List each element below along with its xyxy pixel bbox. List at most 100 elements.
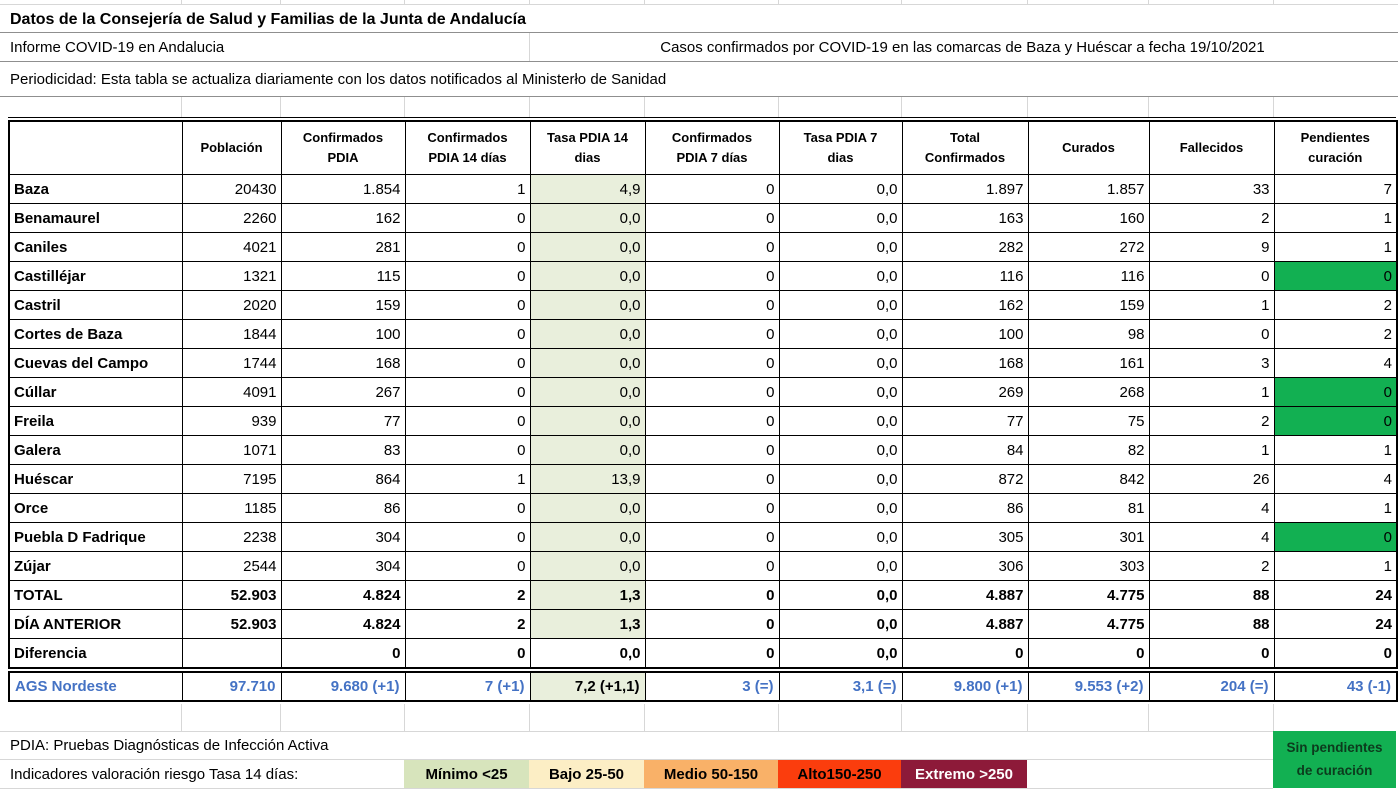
value-cell[interactable]: 4 bbox=[1148, 493, 1275, 523]
value-cell[interactable]: 2 bbox=[1148, 406, 1275, 436]
value-cell[interactable]: 0,0 bbox=[529, 203, 646, 233]
ags-value-cell[interactable]: 43 (-1) bbox=[1273, 671, 1398, 702]
ags-value-cell[interactable]: 3,1 (=) bbox=[778, 671, 903, 702]
row-name-cell[interactable]: Diferencia bbox=[8, 638, 183, 669]
value-cell[interactable]: 26 bbox=[1148, 464, 1275, 494]
value-cell[interactable]: 1 bbox=[1273, 435, 1398, 465]
row-name-cell[interactable]: DÍA ANTERIOR bbox=[8, 609, 183, 639]
ags-value-cell[interactable]: 7 (+1) bbox=[404, 671, 531, 702]
value-cell[interactable]: 0 bbox=[644, 406, 780, 436]
value-cell[interactable]: 1 bbox=[404, 464, 531, 494]
value-cell[interactable]: 0,0 bbox=[778, 348, 903, 378]
value-cell[interactable]: 0 bbox=[404, 638, 531, 669]
value-cell[interactable]: 305 bbox=[901, 522, 1029, 552]
value-cell[interactable]: 0 bbox=[1273, 377, 1398, 407]
value-cell[interactable]: 52.903 bbox=[181, 609, 282, 639]
value-cell[interactable]: 0,0 bbox=[529, 638, 646, 669]
value-cell[interactable]: 2 bbox=[1148, 551, 1275, 581]
value-cell[interactable]: 0 bbox=[280, 638, 406, 669]
value-cell[interactable]: 0,0 bbox=[778, 551, 903, 581]
value-cell[interactable]: 88 bbox=[1148, 580, 1275, 610]
value-cell[interactable]: 304 bbox=[280, 522, 406, 552]
ags-value-cell[interactable]: 3 (=) bbox=[644, 671, 780, 702]
value-cell[interactable]: 4091 bbox=[181, 377, 282, 407]
row-name-cell[interactable]: Benamaurel bbox=[8, 203, 183, 233]
value-cell[interactable]: 0 bbox=[404, 406, 531, 436]
value-cell[interactable]: 0 bbox=[644, 261, 780, 291]
value-cell[interactable]: 0 bbox=[404, 348, 531, 378]
value-cell[interactable]: 0 bbox=[404, 319, 531, 349]
value-cell[interactable]: 2238 bbox=[181, 522, 282, 552]
value-cell[interactable]: 0,0 bbox=[529, 493, 646, 523]
header-cell[interactable]: Curados bbox=[1027, 120, 1150, 175]
header-cell[interactable]: Fallecidos bbox=[1148, 120, 1275, 175]
value-cell[interactable]: 0,0 bbox=[778, 464, 903, 494]
row-name-cell[interactable]: Cuevas del Campo bbox=[8, 348, 183, 378]
value-cell[interactable]: 1185 bbox=[181, 493, 282, 523]
header-cell[interactable]: Tasa PDIA 14 dias bbox=[529, 120, 646, 175]
row-name-cell[interactable]: Castilléjar bbox=[8, 261, 183, 291]
value-cell[interactable]: 7 bbox=[1273, 174, 1398, 204]
value-cell[interactable]: 0 bbox=[1148, 261, 1275, 291]
ags-value-cell[interactable]: 97.710 bbox=[181, 671, 282, 702]
value-cell[interactable]: 0 bbox=[404, 290, 531, 320]
value-cell[interactable]: 4 bbox=[1273, 348, 1398, 378]
value-cell[interactable]: 0 bbox=[644, 580, 780, 610]
ags-value-cell[interactable]: 9.553 (+2) bbox=[1027, 671, 1150, 702]
value-cell[interactable]: 0,0 bbox=[778, 638, 903, 669]
value-cell[interactable]: 2260 bbox=[181, 203, 282, 233]
value-cell[interactable]: 0 bbox=[644, 493, 780, 523]
row-name-cell[interactable]: Orce bbox=[8, 493, 183, 523]
value-cell[interactable]: 98 bbox=[1027, 319, 1150, 349]
value-cell[interactable]: 268 bbox=[1027, 377, 1150, 407]
value-cell[interactable]: 0,0 bbox=[529, 261, 646, 291]
header-cell[interactable]: Población bbox=[181, 120, 282, 175]
value-cell[interactable]: 0,0 bbox=[778, 319, 903, 349]
row-name-cell[interactable]: Zújar bbox=[8, 551, 183, 581]
value-cell[interactable]: 0 bbox=[404, 261, 531, 291]
value-cell[interactable]: 77 bbox=[901, 406, 1029, 436]
value-cell[interactable]: 0 bbox=[1273, 522, 1398, 552]
value-cell[interactable]: 4 bbox=[1273, 464, 1398, 494]
ags-value-cell[interactable]: 9.680 (+1) bbox=[280, 671, 406, 702]
row-name-cell[interactable]: Castril bbox=[8, 290, 183, 320]
row-name-cell[interactable]: Freila bbox=[8, 406, 183, 436]
ags-value-cell[interactable]: 204 (=) bbox=[1148, 671, 1275, 702]
value-cell[interactable]: 0 bbox=[404, 203, 531, 233]
row-name-cell[interactable]: Cúllar bbox=[8, 377, 183, 407]
ags-value-cell[interactable]: 9.800 (+1) bbox=[901, 671, 1029, 702]
value-cell[interactable]: 272 bbox=[1027, 232, 1150, 262]
value-cell[interactable]: 9 bbox=[1148, 232, 1275, 262]
row-name-cell[interactable]: Puebla D Fadrique bbox=[8, 522, 183, 552]
value-cell[interactable]: 86 bbox=[901, 493, 1029, 523]
value-cell[interactable]: 1.897 bbox=[901, 174, 1029, 204]
value-cell[interactable]: 0 bbox=[1148, 638, 1275, 669]
value-cell[interactable]: 0 bbox=[644, 348, 780, 378]
value-cell[interactable]: 1071 bbox=[181, 435, 282, 465]
value-cell[interactable]: 1321 bbox=[181, 261, 282, 291]
value-cell[interactable]: 0 bbox=[644, 522, 780, 552]
value-cell[interactable]: 115 bbox=[280, 261, 406, 291]
value-cell[interactable]: 0 bbox=[404, 377, 531, 407]
header-cell[interactable]: Total Confirmados bbox=[901, 120, 1029, 175]
value-cell[interactable]: 1 bbox=[1273, 232, 1398, 262]
value-cell[interactable]: 0 bbox=[644, 232, 780, 262]
value-cell[interactable]: 0,0 bbox=[778, 377, 903, 407]
value-cell[interactable]: 159 bbox=[280, 290, 406, 320]
value-cell[interactable]: 269 bbox=[901, 377, 1029, 407]
header-cell[interactable]: Confirmados PDIA 14 días bbox=[404, 120, 531, 175]
row-name-cell[interactable]: Caniles bbox=[8, 232, 183, 262]
value-cell[interactable]: 100 bbox=[901, 319, 1029, 349]
value-cell[interactable]: 77 bbox=[280, 406, 406, 436]
value-cell[interactable]: 2 bbox=[1273, 290, 1398, 320]
value-cell[interactable]: 100 bbox=[280, 319, 406, 349]
value-cell[interactable]: 0 bbox=[644, 319, 780, 349]
value-cell[interactable]: 0,0 bbox=[778, 203, 903, 233]
value-cell[interactable]: 0 bbox=[644, 464, 780, 494]
value-cell[interactable]: 0,0 bbox=[529, 406, 646, 436]
value-cell[interactable]: 13,9 bbox=[529, 464, 646, 494]
value-cell[interactable]: 7195 bbox=[181, 464, 282, 494]
value-cell[interactable]: 0,0 bbox=[778, 435, 903, 465]
value-cell[interactable]: 4021 bbox=[181, 232, 282, 262]
value-cell[interactable]: 0 bbox=[644, 174, 780, 204]
